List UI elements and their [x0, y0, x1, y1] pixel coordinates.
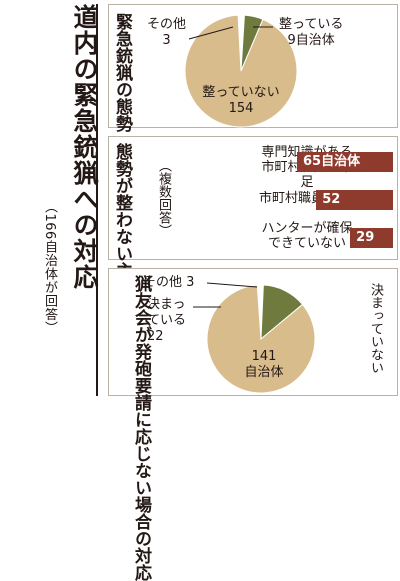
main-title: 道内の緊急銃猟への対応 [70, 4, 99, 290]
posture-pie-chart [184, 14, 298, 128]
hunters-other-label: その他 3 [143, 275, 194, 291]
posture-ready-value: 9自治体 [287, 33, 335, 48]
posture-other-label: その他 3 [147, 17, 186, 49]
reason-value: 29 [356, 230, 375, 245]
reason-label: ハンターが確保できていない [261, 221, 353, 251]
hunters-decided-name: 決まっている [147, 297, 187, 328]
reasons-note: （複数回答） [156, 159, 171, 237]
respondent-note: （166自治体が回答） [42, 200, 57, 335]
posture-not-ready-value: 154 [228, 101, 254, 116]
hunters-other-leader [206, 282, 258, 288]
reasons-panel: 態勢が整わない主な理由 （複数回答） 専門知識がある市町村職員が不足65自治体市… [108, 136, 398, 330]
hunters-not-decided-name: 決まっていない [368, 283, 383, 374]
reason-value: 52 [322, 192, 341, 207]
reason-bar [297, 152, 393, 172]
hunters-other-name: その他 [143, 275, 183, 290]
reason-bar [350, 228, 393, 248]
title-divider [96, 4, 98, 396]
reason-value: 65自治体 [303, 154, 361, 169]
pie-slice-not-ready [184, 14, 298, 128]
posture-other-leader [188, 26, 234, 40]
hunters-panel: 猟友会が発砲要請に応じない場合の対応 その他 3 決まっている 22 141 自… [108, 268, 398, 581]
posture-section-title: 緊急銃猟の態勢 [112, 13, 132, 132]
posture-not-ready-name: 整っていない [202, 85, 280, 100]
hunters-other-value: 3 [186, 275, 195, 290]
posture-ready-label: 整っている 9自治体 [279, 17, 343, 49]
hunters-decided-value: 22 [147, 329, 164, 344]
hunters-decided-label: 決まっている 22 [147, 297, 191, 345]
pie-slice-not-decided [206, 284, 316, 394]
posture-not-ready-label: 整っていない 154 [191, 85, 291, 117]
hunters-not-decided-value-label: 141 自治体 [239, 349, 289, 381]
reason-bar [316, 190, 393, 210]
posture-ready-name: 整っている [279, 17, 344, 32]
hunters-pie-chart [193, 282, 316, 394]
posture-other-value: 3 [162, 33, 171, 48]
posture-panel: 緊急銃猟の態勢 その他 3 整っている 9自治体 整っていない 154 [108, 4, 398, 132]
hunters-unit: 自治体 [244, 365, 284, 380]
hunters-not-decided-value: 141 [251, 349, 277, 364]
posture-other-name: その他 [147, 17, 187, 32]
